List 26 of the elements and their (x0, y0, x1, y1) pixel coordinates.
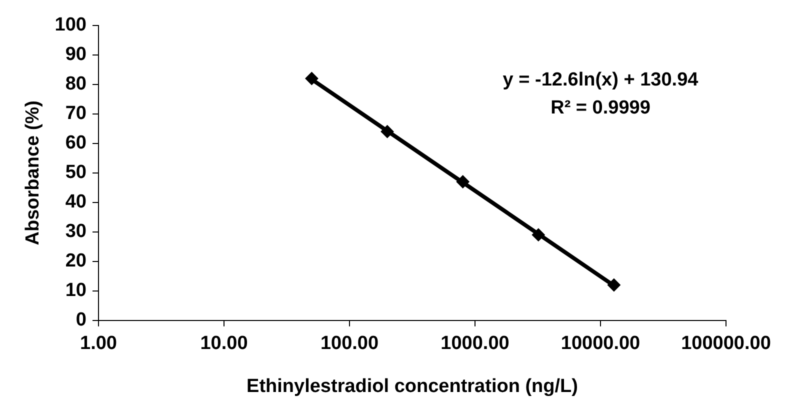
y-tick-label: 30 (65, 221, 86, 242)
point (532, 228, 545, 242)
y-tick-label: 0 (76, 310, 86, 331)
y-tick-label: 20 (65, 250, 86, 272)
x-tick-label: 100.00 (320, 333, 379, 354)
x-tick-label: 1.00 (80, 333, 117, 354)
x-tick-label: 1000.00 (440, 333, 510, 354)
y-tick-label: 60 (65, 132, 86, 154)
y-tick-label: 10 (65, 280, 86, 302)
y-tick-label: 90 (65, 44, 86, 66)
y-tick-label: 100 (54, 14, 86, 36)
x-tick-label: 100000.00 (681, 333, 771, 354)
x-tick-label: 10.00 (200, 333, 248, 354)
point (305, 72, 318, 85)
annotation: y = -12.6ln(x) + 130.94 (502, 70, 699, 91)
point (380, 125, 394, 138)
x-tick-label: 10000.00 (560, 333, 640, 354)
y-tick-label: 80 (65, 74, 86, 95)
y-tick-label: 70 (65, 103, 86, 124)
y-tick-label: 40 (65, 192, 86, 213)
point (607, 278, 620, 292)
annotation: R² = 0.9999 (550, 98, 650, 119)
point (456, 175, 470, 188)
y-tick-label: 50 (65, 162, 86, 184)
x-axis-title: Ethinylestradiol concentration (ng/L) (246, 376, 578, 397)
y-axis-title: Absorbance (%) (22, 100, 44, 246)
